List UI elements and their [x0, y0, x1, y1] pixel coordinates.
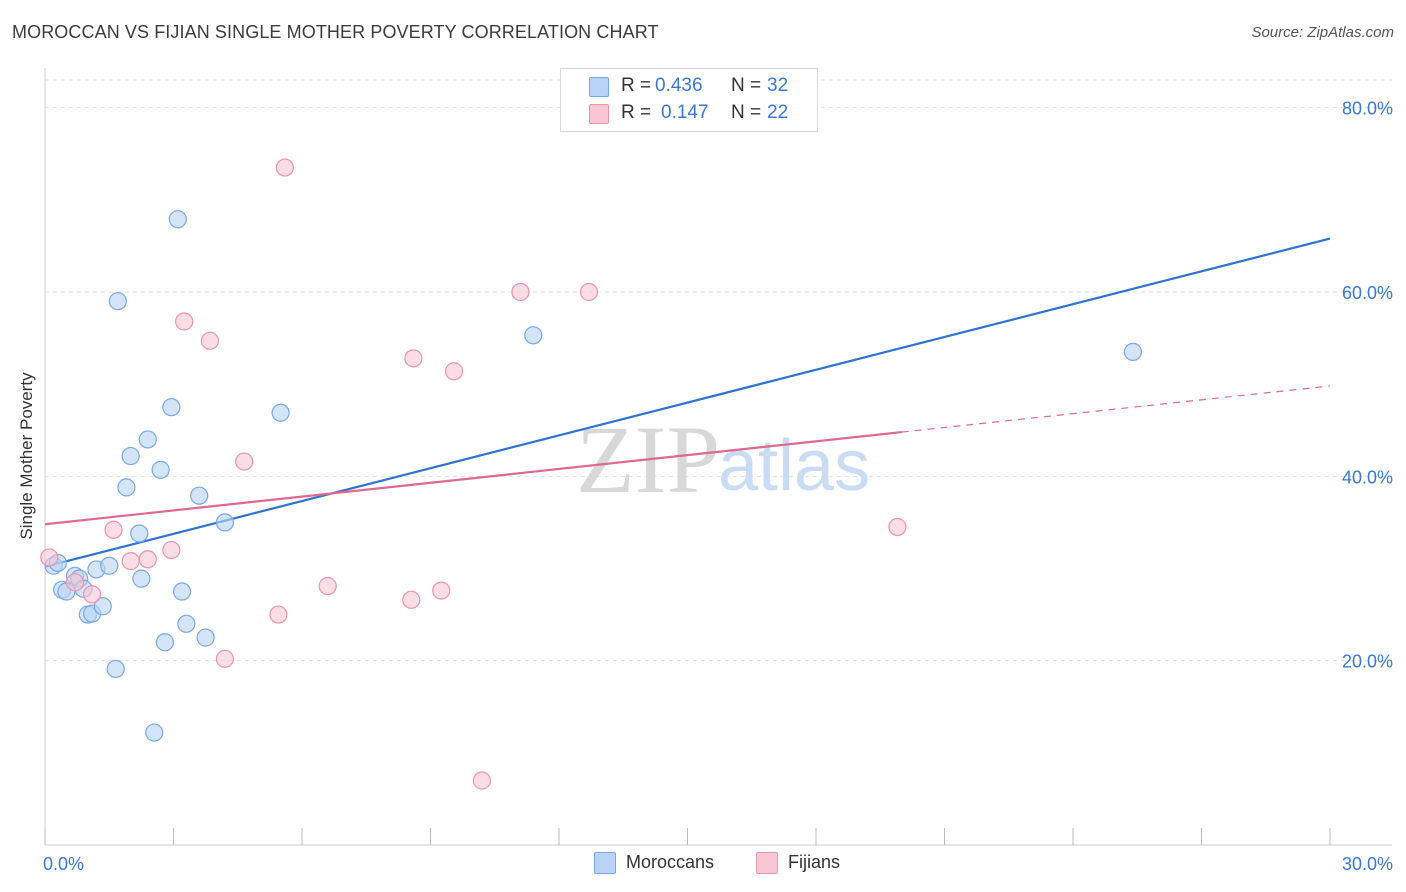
fijian-swatch — [589, 104, 609, 124]
fijian-point — [511, 282, 530, 302]
r-value: 0.436 — [655, 75, 703, 96]
fijian-point — [275, 158, 294, 177]
watermark: ZIP atlas — [576, 406, 870, 513]
y-tick-label: 60.0% — [1342, 283, 1393, 303]
legend-label: Moroccans — [626, 852, 715, 872]
chart-title: MOROCCAN VS FIJIAN SINGLE MOTHER POVERTY… — [12, 22, 659, 42]
source-label: Source: ZipAtlas.com — [1251, 24, 1394, 41]
moroccan-point — [196, 628, 215, 647]
moroccan-point — [108, 292, 127, 311]
stats-legend: R = 0.436 N = 32 R = 0.147 N = 22 — [560, 68, 818, 132]
fijian-point — [215, 649, 234, 668]
fijian-point — [175, 312, 194, 331]
tick-labels: 20.0% 40.0% 60.0% 80.0% 0.0% 30.0% Single Moth… — [17, 99, 1393, 874]
watermark-atlas: atlas — [718, 426, 870, 506]
y-tick-label: 80.0% — [1342, 99, 1393, 119]
moroccan-point — [130, 524, 149, 543]
fijian-trend-extension — [901, 385, 1331, 433]
n-label: N = — [731, 75, 762, 96]
moroccan-point — [271, 403, 290, 422]
y-axis-label: Single Mother Poverty — [17, 372, 36, 540]
y-tick-label: 40.0% — [1342, 467, 1393, 487]
fijian-point — [472, 771, 491, 790]
moroccan-point — [145, 723, 164, 742]
moroccan-point — [215, 513, 234, 532]
fijian-point — [888, 517, 907, 537]
x-tick-label: 0.0% — [43, 854, 84, 874]
axes — [44, 68, 1392, 846]
moroccan-trend-line — [44, 237, 1331, 568]
fijian-point — [318, 576, 337, 596]
fijian-point — [200, 331, 220, 350]
fijian-point — [65, 573, 85, 592]
moroccan-point — [138, 430, 157, 449]
fijian-point — [121, 552, 140, 571]
fijian-point — [404, 349, 423, 368]
fijian-point — [40, 548, 59, 567]
fijian-swatch — [756, 852, 778, 874]
fijian-point — [162, 540, 181, 560]
n-value: 32 — [767, 75, 789, 96]
moroccan-point — [117, 478, 136, 497]
fijian-point — [235, 452, 254, 471]
fijian-point — [83, 585, 102, 604]
r-label: R = — [621, 75, 652, 96]
grid-lines — [45, 79, 1392, 662]
trend-lines — [44, 237, 1331, 568]
moroccan-swatch — [589, 77, 609, 97]
fijian-point — [579, 282, 599, 302]
moroccan-point — [177, 614, 196, 633]
n-label: N = — [731, 102, 762, 123]
moroccan-point — [190, 486, 209, 505]
fijian-point — [432, 581, 451, 600]
moroccan-point — [100, 556, 119, 575]
moroccan-point — [168, 210, 187, 229]
y-tick-label: 20.0% — [1342, 652, 1393, 672]
legend-label: Fijians — [788, 852, 841, 872]
fijian-point — [104, 520, 123, 539]
moroccan-point — [132, 569, 151, 588]
data-points — [40, 158, 1143, 790]
fijian-trend-line — [44, 430, 902, 526]
fijian-point — [444, 362, 464, 381]
moroccan-point — [524, 326, 543, 345]
moroccan-point — [1123, 342, 1143, 361]
moroccan-swatch — [594, 852, 616, 874]
fijian-point — [269, 605, 288, 624]
r-label: R = — [621, 102, 652, 123]
r-value: 0.147 — [661, 102, 709, 123]
moroccan-point — [162, 398, 181, 417]
moroccan-point — [121, 446, 140, 466]
fijian-point — [402, 590, 421, 609]
x-tick-label: 30.0% — [1342, 854, 1393, 874]
moroccan-point — [151, 460, 170, 479]
moroccan-point — [106, 659, 125, 679]
moroccan-point — [155, 633, 175, 652]
fijian-point — [138, 550, 157, 569]
moroccan-point — [93, 597, 112, 616]
moroccan-point — [172, 582, 192, 601]
n-value: 22 — [767, 102, 789, 123]
